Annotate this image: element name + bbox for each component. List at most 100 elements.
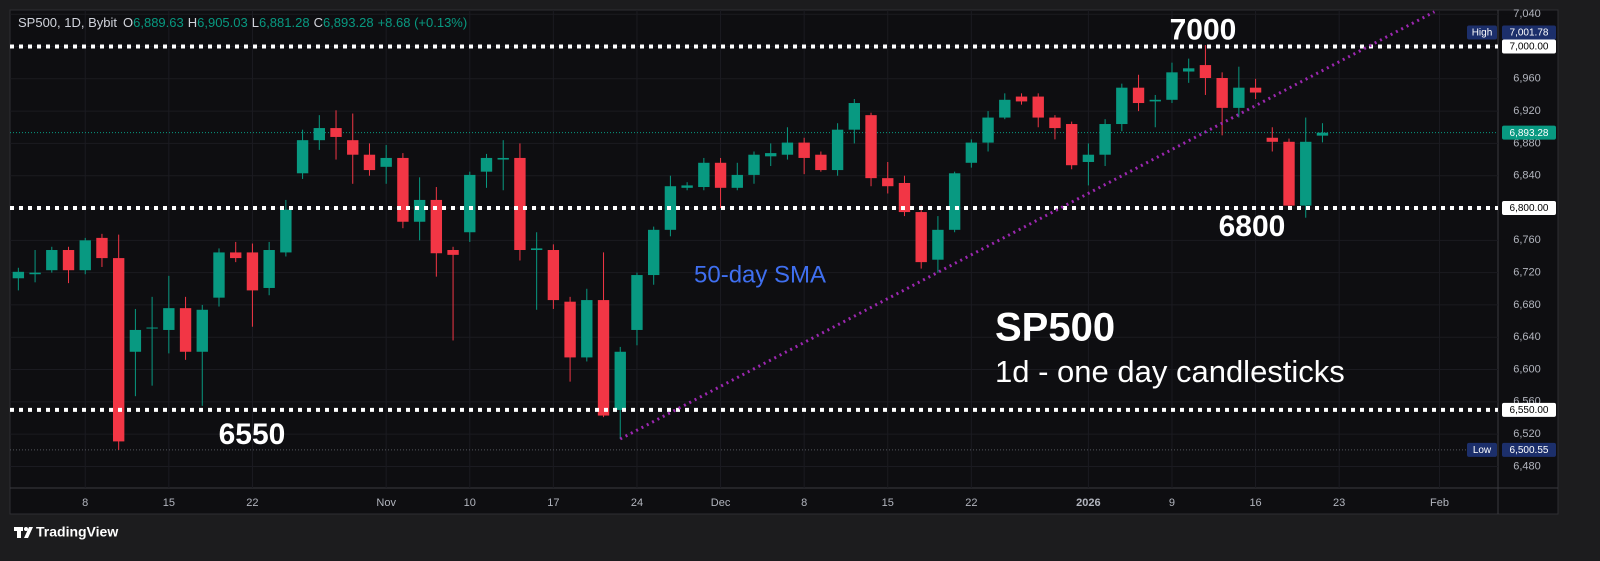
x-tick-label: Dec bbox=[711, 497, 731, 509]
price-tag-label: 6,800.00 bbox=[1510, 203, 1549, 214]
price-tag-name: High bbox=[1472, 28, 1493, 39]
candle-body bbox=[1099, 124, 1111, 155]
price-tag bbox=[1502, 125, 1556, 140]
y-tick-label: 6,640 bbox=[1513, 331, 1541, 343]
candle-body bbox=[1283, 141, 1295, 206]
level-label: 6550 bbox=[219, 418, 286, 451]
candle-body bbox=[497, 157, 509, 160]
candle-body bbox=[1015, 96, 1028, 102]
candle-body bbox=[1266, 137, 1278, 142]
ohlc-value: 6,889.63 bbox=[133, 15, 184, 30]
y-tick-label: 6,760 bbox=[1513, 234, 1541, 246]
change: +8.68 (+0.13%) bbox=[378, 15, 468, 30]
candle-body bbox=[62, 250, 75, 271]
candle-body bbox=[999, 99, 1011, 118]
price-tag-name: Low bbox=[1473, 445, 1492, 456]
price-tag bbox=[1502, 402, 1556, 417]
brand: TradingView bbox=[36, 524, 118, 540]
price-tag bbox=[1502, 442, 1556, 457]
candle-body bbox=[965, 142, 978, 163]
level-label: 7000 bbox=[1170, 13, 1237, 46]
candle-body bbox=[1316, 132, 1329, 136]
candle-body bbox=[530, 248, 543, 251]
candle-body bbox=[982, 117, 994, 143]
x-tick-label: Feb bbox=[1430, 497, 1449, 509]
candle-body bbox=[96, 237, 108, 259]
candle-body bbox=[230, 252, 242, 259]
y-tick-label: 6,520 bbox=[1513, 428, 1541, 440]
candle-body bbox=[12, 271, 25, 279]
ohlc-value: 6,893.28 bbox=[323, 15, 374, 30]
ohlc-value: 6,905.03 bbox=[197, 15, 248, 30]
candle-body bbox=[648, 229, 660, 276]
candle-body bbox=[1049, 117, 1061, 129]
candle-body bbox=[798, 142, 810, 158]
candle-body bbox=[263, 250, 275, 288]
candle-body bbox=[246, 252, 259, 291]
price-tag-label: 7,001.78 bbox=[1510, 28, 1549, 39]
price-tag-label: 7,000.00 bbox=[1510, 42, 1549, 53]
candle-body bbox=[347, 140, 359, 155]
y-tick-label: 6,920 bbox=[1513, 105, 1541, 117]
x-tick-label: 24 bbox=[631, 497, 643, 509]
candle-body bbox=[1233, 87, 1245, 108]
candle-body bbox=[681, 185, 693, 188]
y-tick-label: 6,960 bbox=[1513, 73, 1541, 85]
overlay: 7000 6800 6550 50-day SMA SP500 1d - one day … bbox=[10, 10, 1556, 457]
candle-body bbox=[781, 142, 794, 155]
candle-body bbox=[1166, 72, 1178, 100]
candle-body bbox=[464, 174, 476, 233]
ohlc-value: 6,881.28 bbox=[259, 15, 310, 30]
candle-body bbox=[1116, 87, 1128, 125]
x-tick-label: 23 bbox=[1333, 497, 1345, 509]
price-tag-label: 6,500.55 bbox=[1510, 445, 1549, 456]
candle-body bbox=[363, 154, 376, 171]
candle-body bbox=[397, 157, 409, 222]
candle-body bbox=[1199, 65, 1212, 78]
x-tick-label: 9 bbox=[1169, 497, 1175, 509]
candle-body bbox=[313, 128, 325, 141]
candle-body bbox=[430, 199, 443, 254]
plot bbox=[10, 45, 1498, 451]
x-tick-label: 8 bbox=[801, 497, 807, 509]
candle-body bbox=[1065, 124, 1078, 166]
candle-body bbox=[765, 153, 777, 157]
candle-body bbox=[1132, 87, 1145, 104]
price-tag bbox=[1502, 201, 1556, 216]
candle-body bbox=[915, 212, 927, 263]
y-tick-label: 6,840 bbox=[1513, 170, 1541, 182]
annotation-title: SP500 bbox=[995, 306, 1115, 350]
candle-body bbox=[196, 309, 208, 352]
candle-body bbox=[865, 115, 877, 179]
y-tick-label: 6,680 bbox=[1513, 299, 1541, 311]
candle-body bbox=[179, 308, 192, 352]
header: SP500, 1D, Bybit O6,889.63 H6,905.03 L6,881… bbox=[18, 15, 467, 30]
candle-body bbox=[112, 258, 125, 442]
candle-body bbox=[46, 250, 58, 271]
y-tick-label: 6,480 bbox=[1513, 460, 1541, 472]
candle-body bbox=[296, 140, 309, 174]
x-tick-label: 8 bbox=[82, 497, 88, 509]
x-tick-label: 17 bbox=[547, 497, 559, 509]
candle-body bbox=[79, 240, 91, 271]
candle-body bbox=[514, 157, 526, 251]
price-tag-name-bg bbox=[1467, 442, 1497, 457]
candle-body bbox=[213, 252, 225, 298]
candle-body bbox=[698, 162, 710, 188]
candle-body bbox=[597, 300, 610, 416]
candle-body bbox=[129, 329, 142, 352]
candle-body bbox=[280, 209, 292, 253]
candle-body bbox=[614, 351, 626, 410]
candle-body bbox=[547, 250, 560, 301]
level-label: 6800 bbox=[1219, 210, 1286, 243]
candle-body bbox=[714, 162, 727, 188]
price-tag-label: 6,550.00 bbox=[1510, 405, 1549, 416]
ohlc-label: C bbox=[314, 15, 323, 30]
price-tag bbox=[1502, 25, 1556, 40]
candle-body bbox=[581, 300, 593, 358]
x-tick-label: 15 bbox=[882, 497, 894, 509]
price-tag-label: 6,893.28 bbox=[1510, 128, 1549, 139]
ohlc-label: O bbox=[123, 15, 133, 30]
